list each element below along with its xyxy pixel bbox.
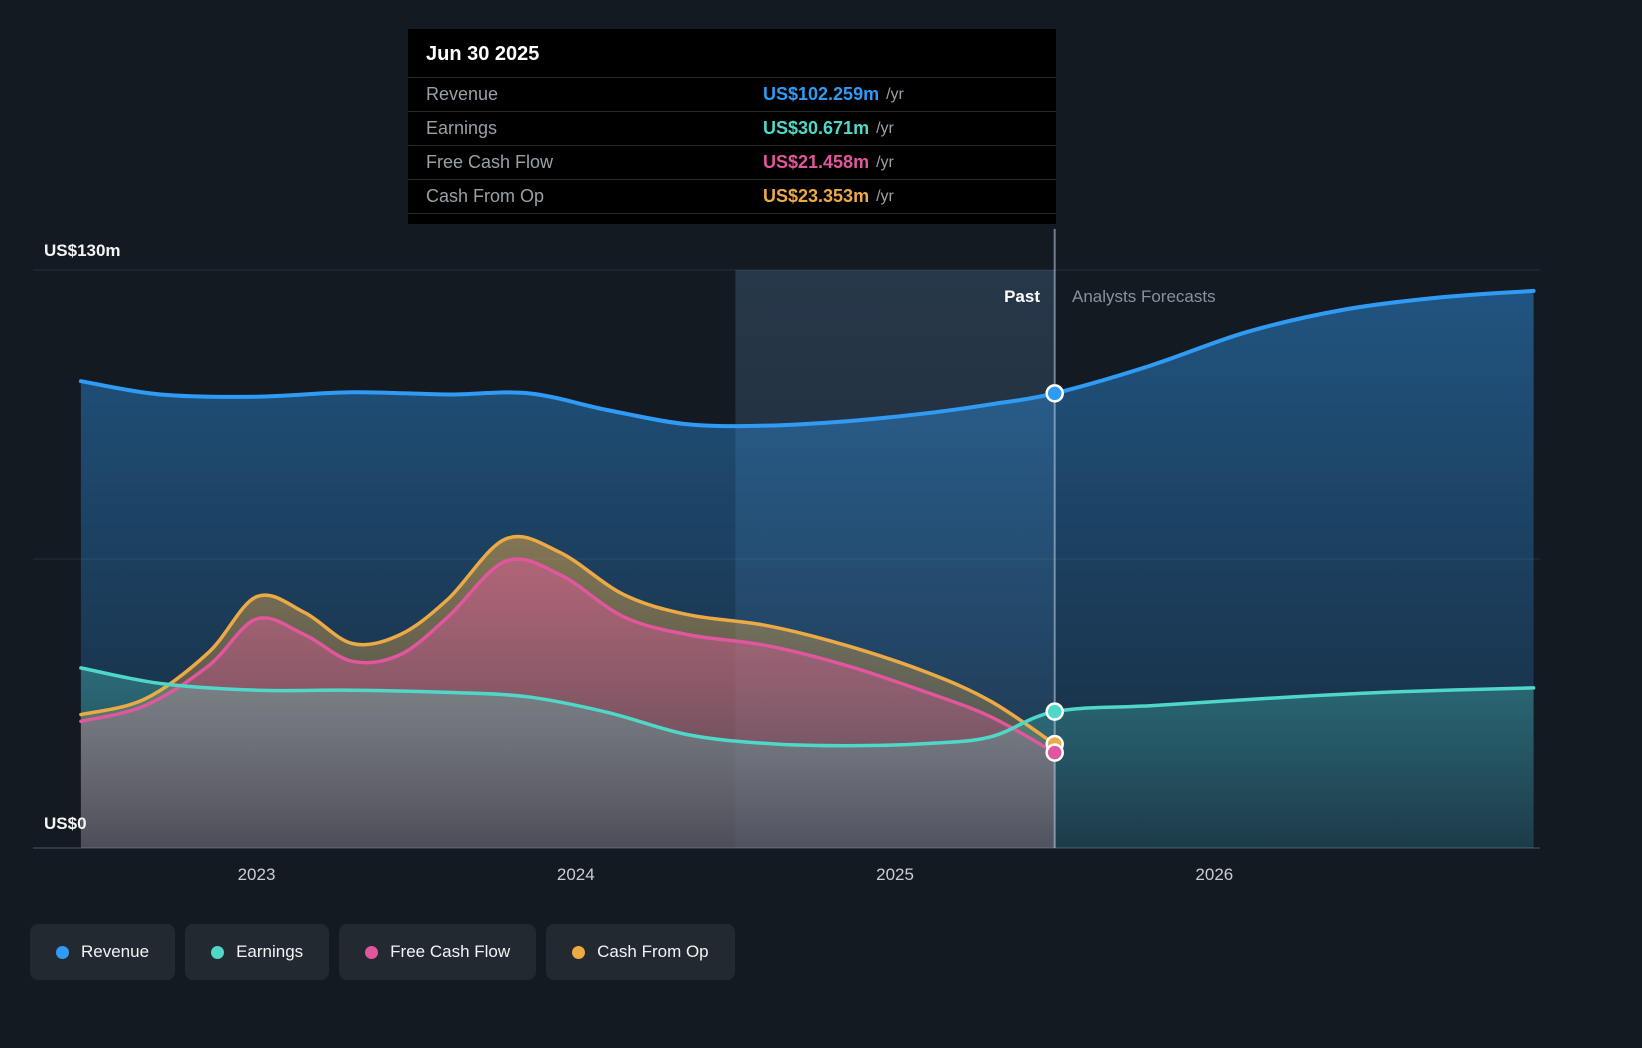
tooltip-row-unit: /yr (876, 153, 894, 171)
legend-label: Earnings (236, 942, 304, 961)
tooltip-row-unit: /yr (876, 187, 894, 205)
tooltip-row-free-cash-flow: Free Cash Flow US$21.458m /yr (408, 145, 1056, 179)
tooltip-row-value: US$30.671m (763, 118, 870, 138)
x-tick-label: 2023 (238, 865, 276, 884)
cash-from-op-line (79, 534, 1057, 746)
tooltip-row-label: Free Cash Flow (426, 152, 554, 172)
revenue-dot-icon (56, 945, 69, 959)
legend-label: Cash From Op (597, 942, 709, 961)
tooltip-bottom-pad (408, 213, 1056, 224)
free-cash-flow-line (79, 557, 1057, 755)
earnings-area (80, 667, 1534, 848)
tooltip-row-value: US$21.458m (763, 152, 870, 172)
tooltip-row-unit: /yr (886, 85, 904, 103)
x-tick-label: 2025 (876, 865, 914, 884)
revenue-line (78, 288, 1536, 429)
earnings-line (79, 666, 1536, 748)
free-cash-flow-dot-icon (365, 945, 379, 959)
tooltip-row-value: US$102.259m (763, 84, 880, 104)
tooltip-row-unit: /yr (876, 119, 894, 137)
tooltip-row-earnings: Earnings US$30.671m /yr (408, 111, 1056, 145)
revenue-marker (1045, 384, 1064, 403)
legend-item-earnings[interactable]: Earnings (185, 924, 330, 980)
tooltip-row-value: US$23.353m (763, 186, 870, 206)
tooltip-row-revenue: Revenue US$102.259m /yr (408, 77, 1056, 111)
free-cash-flow-marker (1045, 743, 1064, 762)
legend-item-free-cash-flow[interactable]: Free Cash Flow (339, 924, 537, 980)
earnings-marker (1045, 702, 1064, 721)
forecast-label: Analysts Forecasts (1072, 287, 1216, 306)
tooltip-row-label: Revenue (426, 84, 499, 104)
x-tick-label: 2026 (1195, 865, 1233, 884)
y-axis-label-max: US$130m (44, 241, 121, 260)
tooltip-row-cash-from-op: Cash From Op US$23.353m /yr (408, 179, 1056, 213)
tooltip-title: Jun 30 2025 (426, 43, 540, 65)
tooltip-row-label: Earnings (426, 118, 498, 138)
legend-label: Revenue (81, 942, 150, 961)
legend-label: Free Cash Flow (390, 942, 511, 961)
tooltip-row-label: Cash From Op (426, 186, 545, 206)
past-label: Past (1004, 287, 1040, 306)
tooltip: Jun 30 2025 Revenue US$102.259m /yr Earn… (408, 29, 1056, 224)
legend-item-cash-from-op[interactable]: Cash From Op (546, 924, 735, 980)
legend: Revenue Earnings Free Cash Flow Cash Fro… (30, 924, 735, 980)
legend-item-revenue[interactable]: Revenue (30, 924, 176, 980)
x-tick-label: 2024 (557, 865, 595, 884)
y-axis-label-min: US$0 (44, 814, 87, 833)
cash-from-op-dot-icon (572, 945, 586, 959)
earnings-dot-icon (211, 945, 225, 959)
